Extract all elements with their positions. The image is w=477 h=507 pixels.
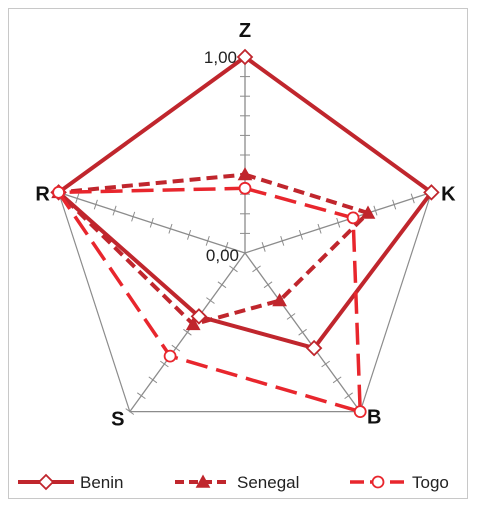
tick-mark bbox=[321, 360, 330, 368]
tick-mark bbox=[332, 376, 342, 384]
data-point-togo-S bbox=[163, 349, 177, 363]
tick-mark bbox=[148, 376, 158, 384]
legend-item-senegal: Senegal bbox=[175, 473, 299, 492]
tick-mark bbox=[75, 193, 80, 204]
legend-swatch-marker bbox=[371, 475, 385, 489]
tick-mark bbox=[187, 229, 192, 240]
tick-mark bbox=[317, 223, 322, 234]
tick-mark bbox=[112, 205, 117, 216]
tick-mark bbox=[205, 235, 210, 246]
tick-mark bbox=[298, 328, 307, 336]
data-point-benin-Z bbox=[236, 48, 254, 66]
data-point-togo-Z bbox=[238, 181, 252, 195]
data-point-benin-B bbox=[305, 339, 323, 357]
tick-mark bbox=[125, 408, 135, 415]
tick-mark bbox=[224, 242, 229, 252]
axis-label-S: S bbox=[111, 409, 124, 431]
data-point-senegal-S bbox=[185, 316, 201, 331]
tick-mark bbox=[137, 392, 146, 400]
data-point-togo-B bbox=[353, 405, 367, 419]
series-line-togo bbox=[55, 186, 363, 414]
tick-mark bbox=[392, 199, 397, 210]
series-line-senegal bbox=[54, 172, 372, 327]
tick-mark bbox=[217, 281, 227, 289]
legend-swatch-marker bbox=[37, 473, 55, 491]
tick-mark bbox=[168, 223, 173, 234]
axis-label-K: K bbox=[441, 183, 456, 205]
tick-mark bbox=[344, 392, 353, 400]
data-point-togo-K bbox=[346, 211, 360, 225]
data-point-senegal-K bbox=[360, 205, 376, 219]
axis-label-Z: Z bbox=[239, 20, 251, 42]
legend-label-senegal: Senegal bbox=[237, 473, 299, 492]
tick-label-max: 1,00 bbox=[204, 48, 237, 67]
tick-mark bbox=[336, 217, 341, 228]
tick-mark bbox=[261, 242, 266, 252]
tick-mark bbox=[263, 281, 273, 289]
axis-label-R: R bbox=[35, 183, 50, 205]
tick-mark bbox=[252, 265, 261, 273]
chart-border bbox=[8, 8, 468, 499]
data-point-senegal-B bbox=[272, 293, 287, 307]
tick-mark bbox=[149, 217, 154, 228]
tick-mark bbox=[93, 199, 98, 210]
tick-mark bbox=[298, 229, 303, 240]
series-togo bbox=[52, 181, 367, 419]
tick-label-min: 0,00 bbox=[206, 246, 239, 265]
legend: Benin Senegal Togo bbox=[18, 473, 449, 492]
data-point-senegal-Z bbox=[237, 167, 253, 181]
tick-mark bbox=[171, 344, 181, 352]
series-line-benin bbox=[55, 54, 435, 351]
legend-swatch-marker bbox=[195, 474, 211, 488]
legend-label-togo: Togo bbox=[412, 473, 449, 492]
legend-label-benin: Benin bbox=[80, 473, 123, 492]
data-point-benin-K bbox=[423, 184, 440, 201]
tick-mark bbox=[373, 205, 378, 216]
axis-label-B: B bbox=[367, 407, 381, 429]
tick-mark bbox=[206, 297, 215, 304]
tick-mark bbox=[160, 360, 169, 368]
tick-mark bbox=[183, 328, 192, 336]
legend-item-benin: Benin bbox=[18, 473, 123, 492]
tick-mark bbox=[410, 193, 415, 204]
legend-item-togo: Togo bbox=[350, 473, 449, 492]
data-point-togo-R bbox=[52, 185, 65, 199]
series-layer bbox=[50, 48, 440, 419]
tick-mark bbox=[229, 265, 238, 273]
tick-mark bbox=[131, 211, 136, 222]
label-layer: 0,00 1,00Z K B S R bbox=[35, 20, 456, 431]
tick-mark bbox=[286, 313, 296, 320]
tick-mark bbox=[280, 235, 285, 246]
